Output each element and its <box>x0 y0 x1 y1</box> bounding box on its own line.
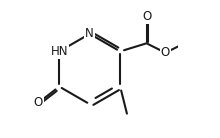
Text: N: N <box>85 27 94 40</box>
Text: O: O <box>161 46 170 59</box>
Text: O: O <box>142 10 151 23</box>
Text: HN: HN <box>51 45 68 58</box>
Text: O: O <box>34 96 43 109</box>
